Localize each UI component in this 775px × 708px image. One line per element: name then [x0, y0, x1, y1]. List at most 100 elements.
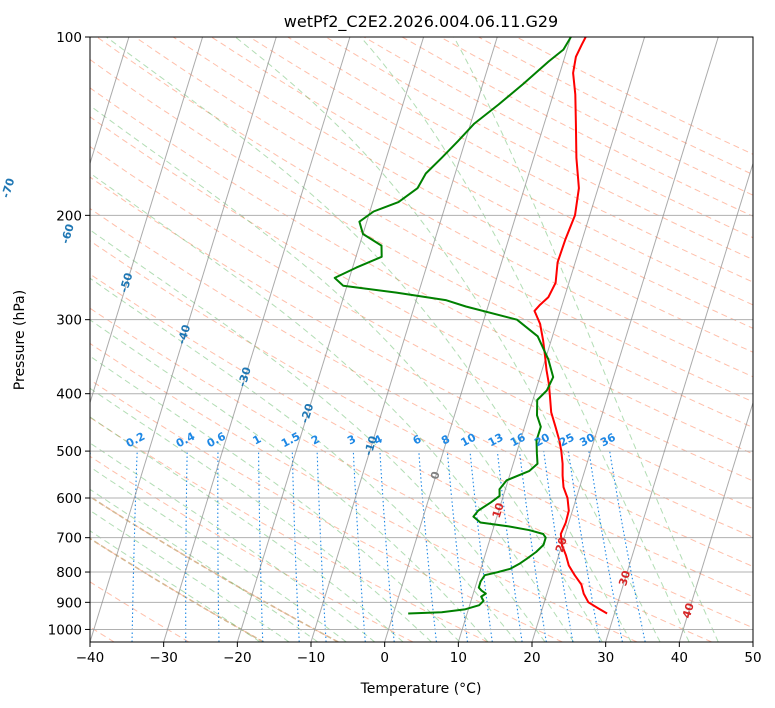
isotherm-label: 0	[428, 470, 443, 481]
mixing-ratio-label: 0.2	[124, 430, 147, 451]
temperature-profile	[533, 37, 608, 615]
moist-adiabat	[90, 530, 261, 642]
mixing-ratio-line	[469, 451, 493, 642]
moist-adiabat	[90, 172, 575, 642]
dry-adiabat	[286, 37, 753, 283]
y-tick-label: 300	[56, 313, 82, 329]
mixing-ratio-label: 10	[459, 431, 479, 450]
mixing-ratio-label: 36	[598, 431, 618, 450]
isotherm-gridline	[678, 401, 753, 642]
dry-adiabat	[90, 496, 339, 642]
dry-adiabat	[90, 116, 753, 482]
moist-adiabat	[90, 466, 347, 642]
dry-adiabat	[248, 37, 753, 306]
mixing-ratio-label: 2	[309, 432, 322, 447]
isotherm-label: -30	[236, 365, 254, 388]
dry-adiabat	[401, 37, 753, 217]
isotherm-label: -40	[175, 323, 193, 346]
dewpoint-profile	[333, 37, 572, 615]
y-tick-label: 200	[56, 208, 82, 224]
dry-adiabat	[90, 58, 753, 429]
moist-adiabat	[106, 37, 632, 642]
dry-adiabat	[90, 207, 753, 568]
mixing-ratio-line	[379, 451, 395, 642]
chart-title: wetPf2_C2E2.2026.004.06.11.G29	[284, 12, 558, 32]
mixing-ratio-line	[446, 451, 469, 642]
isotherm-gridline	[531, 37, 719, 642]
mixing-ratio-line	[418, 451, 437, 642]
y-tick-label: 900	[56, 595, 82, 611]
y-tick-label: 500	[56, 444, 82, 460]
dry-adiabat	[90, 537, 264, 642]
x-tick-label: 10	[450, 650, 467, 666]
isotherm-gridline	[457, 37, 646, 642]
y-tick-label: 100	[56, 30, 82, 46]
mixing-ratio-label: 16	[508, 431, 528, 450]
dry-adiabat	[363, 37, 753, 239]
x-tick-label: 50	[744, 650, 761, 666]
moist-adiabat	[90, 319, 489, 642]
isotherm-gridline	[310, 37, 498, 642]
mixing-ratio-line	[496, 451, 523, 642]
moist-adiabat	[90, 355, 461, 642]
isotherm-gridline	[90, 37, 130, 166]
moist-adiabat	[90, 416, 404, 642]
mixing-ratio-line	[90, 451, 91, 468]
moist-adiabat	[90, 277, 517, 642]
dry-adiabat	[90, 455, 414, 642]
dry-adiabat	[90, 342, 638, 642]
dry-adiabat	[515, 37, 753, 155]
mixing-ratio-line	[316, 451, 327, 642]
moist-adiabat	[90, 229, 546, 642]
mixing-ratio-line	[352, 451, 366, 642]
profile-layer	[333, 37, 608, 615]
dry-adiabat	[90, 307, 712, 642]
dry-adiabat	[90, 581, 190, 642]
mixing-ratio-label: 8	[439, 432, 452, 447]
moist-adiabat	[453, 37, 719, 642]
moist-adiabat	[90, 509, 290, 642]
mixing-ratio-label: 30	[577, 431, 597, 450]
x-tick-label: 0	[380, 650, 389, 666]
moist-adiabat	[90, 488, 319, 642]
mixing-ratio-label: 0.4	[174, 430, 198, 451]
isotherm-gridline	[163, 37, 351, 642]
isotherm-label: 10	[490, 501, 507, 520]
dry-adiabat	[90, 273, 753, 629]
mixing-ratio-line	[258, 451, 264, 642]
mixing-ratio-label: 13	[486, 431, 506, 450]
dry-adiabat	[439, 37, 753, 196]
moist-adiabat	[235, 37, 661, 642]
dry-adiabat	[324, 37, 753, 261]
isotherm-gridline	[236, 37, 425, 642]
isotherm-label: 30	[616, 569, 633, 588]
isotherm-label: 20	[553, 535, 570, 554]
mixing-ratio-line	[185, 451, 188, 642]
x-tick-label: −40	[76, 650, 105, 666]
x-axis-label: Temperature (°C)	[360, 681, 482, 697]
x-tick-label: 20	[523, 650, 540, 666]
dry-adiabat	[172, 37, 753, 353]
isotherm-gridline	[90, 37, 204, 405]
isotherm-gridline	[752, 640, 753, 642]
dry-adiabat	[90, 176, 753, 538]
isotherm-gridline	[605, 161, 753, 642]
isotherm-gridline	[384, 37, 572, 642]
dry-adiabat	[210, 37, 753, 329]
mixing-ratio-label: 1.5	[279, 430, 302, 451]
x-tick-label: 40	[671, 650, 688, 666]
mixing-ratio-label: 20	[532, 431, 552, 450]
moist-adiabat	[90, 105, 603, 642]
y-axis-label: Pressure (hPa)	[12, 290, 28, 390]
line-label-layer: -100-90-80-70-60-50-40-30-20-10010203040…	[0, 176, 697, 620]
mixing-ratio-line	[543, 451, 574, 642]
isotherm-label: -20	[298, 402, 316, 425]
isotherm-label: -10	[362, 434, 380, 457]
isotherm-label: 40	[680, 601, 697, 620]
x-tick-label: 30	[597, 650, 614, 666]
dry-adiabat	[134, 37, 753, 378]
x-tick-label: −10	[297, 650, 326, 666]
mixing-ratio-line	[291, 451, 300, 642]
plot-frame	[89, 36, 754, 643]
